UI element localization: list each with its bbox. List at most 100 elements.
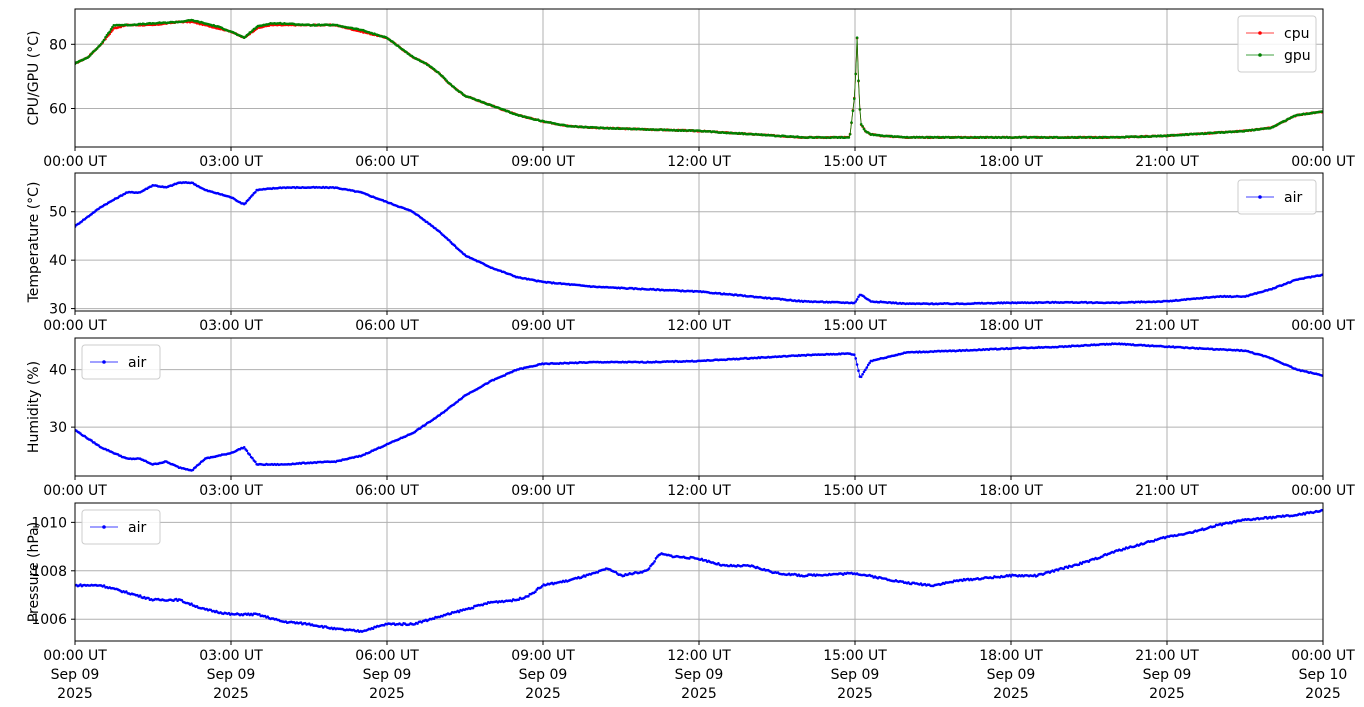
y-tick-label: 1006 [31,612,67,628]
data-point [457,610,461,614]
x-tick-label-line: 00:00 UT [1291,648,1355,664]
data-point [534,590,537,593]
data-point [245,449,249,453]
x-tick-label: 00:00 UT [1291,483,1355,499]
data-point [108,30,111,34]
x-tick-label-line: 06:00 UT [355,483,419,499]
data-point [248,453,251,456]
y-axis-label: Pressure (hPa) [26,522,42,622]
data-point [111,25,114,29]
x-tick-label: 15:00 UT Sep 09 2025 [823,648,887,702]
legend-label-cpu: cpu [1284,26,1309,42]
data-point [138,594,142,597]
x-tick-label: 12:00 UT [667,483,731,499]
data-point [847,136,851,139]
data-point [859,375,863,379]
data-point [861,373,864,376]
x-tick-label: 15:00 UT [823,318,887,334]
y-tick-label: 30 [49,302,67,318]
series-markers-air [75,342,1323,472]
data-point [95,47,99,50]
x-tick-label: 15:00 UT [823,483,887,499]
x-tick-label-line: 21:00 UT [1135,483,1199,499]
x-tick-label-line: Sep 10 [1299,667,1348,683]
legend-box [1237,179,1317,215]
x-tick-label-line: 00:00 UT [1291,483,1355,499]
x-tick-label: 06:00 UT [355,154,419,170]
y-axis-label: Humidity (%) [26,361,42,453]
x-tick-label: 09:00 UT [511,154,575,170]
data-point [198,462,202,465]
x-tick-label-line: Sep 09 [831,667,880,683]
x-tick-label-line: Sep 09 [207,667,256,683]
series-markers-gpu [75,18,1323,140]
x-tick-label: 00:00 UT [1291,318,1355,334]
data-point [850,121,853,124]
x-tick-label-line: 12:00 UT [667,318,731,334]
x-tick-label-line: 00:00 UT [43,154,107,170]
x-tick-label: 09:00 UT [511,483,575,499]
x-tick-label: 21:00 UT [1135,318,1199,334]
data-point [855,36,859,39]
data-point [859,123,863,126]
x-tick-label-line: 12:00 UT [667,483,731,499]
data-point [868,361,871,365]
plot-area [75,508,1323,633]
x-tick-label-line: 2025 [525,686,561,702]
x-tick-label-line: 00:00 UT [43,483,107,499]
data-point [651,562,655,565]
x-tick-label-line: 06:00 UT [355,318,419,334]
x-tick-label: 21:00 UT [1135,154,1199,170]
data-point [448,239,451,242]
data-point [865,366,869,369]
x-tick-label-line: 18:00 UT [979,154,1043,170]
y-axis-label: CPU/GPU (°C) [26,31,42,126]
data-point [244,201,247,205]
data-point [866,363,870,367]
x-tick-label: 18:00 UT Sep 09 2025 [979,648,1043,702]
x-tick-label-line: 03:00 UT [199,483,263,499]
data-point [854,357,857,360]
x-tick-label-line: 2025 [993,686,1029,702]
data-point [242,446,246,449]
panel-2: 00:00 UT 03:00 UT 06:00 UT 09:00 UT 12:00 UT… [26,172,1355,334]
x-tick-label: 18:00 UT [979,318,1043,334]
data-point [109,28,113,31]
x-tick-label: 18:00 UT [979,483,1043,499]
x-tick-label: 00:00 UT [43,154,107,170]
data-point [853,97,856,100]
x-tick-label-line: 00:00 UT [43,648,107,664]
plot-area [75,181,1323,306]
data-point [251,457,254,460]
data-point [254,191,257,194]
x-tick-label-line: 09:00 UT [511,318,575,334]
x-tick-label-line: 18:00 UT [979,648,1043,664]
x-tick-label-line: 03:00 UT [199,648,263,664]
x-tick-label: 09:00 UT Sep 09 2025 [511,648,575,702]
plot-frame [74,172,1324,312]
data-point [453,244,457,247]
x-tick-label-line: 21:00 UT [1135,648,1199,664]
legend: air [81,509,161,545]
x-tick-label: 03:00 UT [199,318,263,334]
x-tick-label-line: Sep 09 [1143,667,1192,683]
x-tick-label-line: Sep 09 [675,667,724,683]
x-tick-label: 06:00 UT Sep 09 2025 [355,648,419,702]
x-tick-label-line: Sep 09 [51,667,100,683]
data-point [100,42,103,46]
x-tick-label-line: 12:00 UT [667,648,731,664]
data-point [853,353,856,357]
x-tick-label: 00:00 UT [43,483,107,499]
x-tick-label-line: 2025 [213,686,249,702]
legend: air [81,344,161,380]
x-tick-label-line: 00:00 UT [43,318,107,334]
data-point [864,368,867,372]
y-tick-label: 80 [49,37,67,53]
x-tick-label-line: 09:00 UT [511,648,575,664]
legend-box [1237,15,1317,73]
plot-frame [74,337,1324,477]
data-point [191,468,195,472]
legend-swatch-marker [1258,195,1262,199]
